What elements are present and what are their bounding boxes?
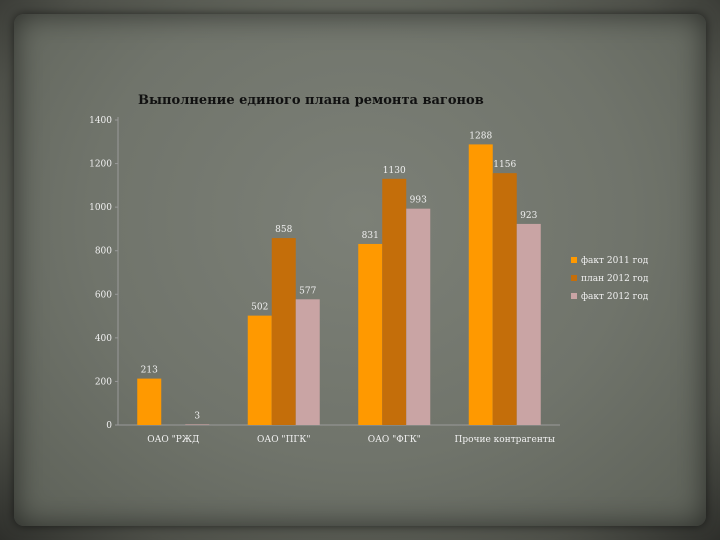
bar — [492, 173, 517, 425]
category-labels: ОАО "РЖД ОАО "ПГК" ОАО "ФГК" Прочие контраг… — [147, 435, 555, 445]
y-tick-label: 400 — [95, 334, 112, 344]
bar — [185, 424, 210, 425]
value-label: 3 — [194, 411, 200, 421]
y-tick-label: 800 — [95, 247, 112, 257]
legend-entry: факт 2012 год — [581, 292, 649, 302]
legend-swatch — [571, 293, 577, 299]
value-label: 1288 — [469, 131, 492, 141]
y-tick-label: 1200 — [89, 160, 112, 170]
value-label: 213 — [141, 366, 158, 376]
bar — [358, 243, 383, 425]
y-tick-label: 1000 — [89, 203, 112, 213]
value-label: 577 — [299, 286, 316, 296]
bar — [271, 238, 296, 425]
y-tick-label: 200 — [95, 377, 112, 387]
y-tick-label: 600 — [95, 290, 112, 300]
value-labels: 213 3 502 858 577 831 1130 993 1288 1156 923 — [141, 131, 538, 421]
category-label: ОАО "ПГК" — [257, 435, 311, 445]
chart-title: Выполнение единого плана ремонта вагонов — [138, 93, 484, 108]
bar — [137, 378, 162, 425]
value-label: 1130 — [383, 166, 406, 176]
category-label: Прочие контрагенты — [455, 435, 556, 445]
y-tick-labels: 0 200 400 600 800 1000 1200 1400 — [89, 116, 118, 431]
legend-entry: факт 2011 год — [581, 256, 649, 266]
value-label: 993 — [410, 196, 427, 206]
bar — [247, 315, 272, 425]
legend-entry: план 2012 год — [581, 274, 649, 284]
value-label: 831 — [362, 231, 379, 241]
y-tick-label: 1400 — [89, 116, 112, 126]
value-label: 502 — [251, 303, 268, 313]
bar — [516, 223, 541, 425]
legend-swatch — [571, 275, 577, 281]
bar — [406, 208, 431, 425]
value-label: 858 — [275, 225, 292, 235]
bar — [382, 178, 407, 425]
legend: факт 2011 год план 2012 год факт 2012 год — [571, 256, 649, 302]
value-label: 923 — [520, 211, 537, 221]
value-label: 1156 — [493, 160, 516, 170]
bar — [295, 299, 320, 425]
legend-swatch — [571, 257, 577, 263]
y-tick-label: 0 — [106, 421, 112, 431]
bar — [468, 144, 493, 425]
category-label: ОАО "РЖД — [147, 435, 199, 445]
bars — [137, 144, 541, 425]
category-label: ОАО "ФГК" — [368, 435, 421, 445]
